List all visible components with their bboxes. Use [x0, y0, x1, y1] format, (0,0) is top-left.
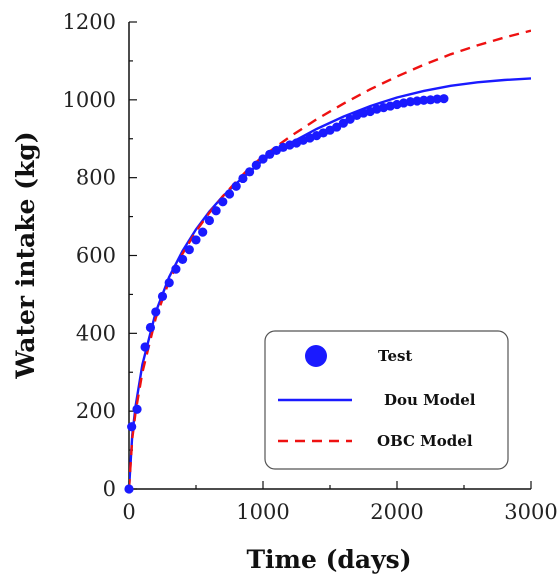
test-data-point [224, 189, 235, 199]
legend-label-obc: OBC Model [377, 432, 473, 450]
test-data-point [164, 278, 174, 288]
test-data-point [184, 245, 194, 255]
test-data-point [231, 181, 241, 191]
markers-layer [124, 94, 449, 494]
test-data-point [439, 94, 449, 104]
test-data-point [132, 404, 142, 414]
test-data-point [151, 307, 161, 317]
test-data-point [145, 322, 156, 333]
test-data-point [191, 235, 201, 245]
y-tick-label: 800 [76, 166, 116, 190]
test-data-point [332, 122, 342, 132]
test-data-point [124, 484, 134, 494]
obc-model-line [129, 29, 531, 489]
test-data-point [338, 118, 348, 128]
test-data-point [127, 422, 137, 432]
axes [128, 21, 532, 490]
test-data-point [432, 94, 442, 104]
test-data-point [419, 95, 429, 105]
test-data-point [251, 160, 261, 170]
test-data-point [198, 227, 208, 237]
legend-label-test: Test [378, 347, 412, 365]
test-data-point [425, 95, 436, 105]
test-data-point [258, 154, 268, 164]
legend-box [264, 330, 509, 470]
test-data-point [405, 97, 415, 107]
legend: Test Dou Model OBC Model [264, 330, 509, 470]
test-data-point [140, 342, 150, 352]
test-data-point [265, 149, 275, 159]
y-tick-label: 1200 [63, 10, 116, 34]
y-tick-label: 200 [76, 399, 116, 423]
test-data-point [412, 96, 422, 106]
y-tick-label: 600 [76, 244, 116, 268]
test-data-point [345, 114, 355, 124]
test-data-point [218, 197, 228, 207]
test-data-point [245, 167, 255, 177]
tick-labels: 0 200 400 600 800 1000 1200 0 1000 2000 3000 [63, 10, 558, 524]
test-data-point [238, 173, 248, 184]
y-tick-label: 400 [76, 321, 116, 345]
legend-marker-test [305, 345, 327, 367]
test-data-point [171, 264, 181, 274]
x-tick-label: 3000 [504, 500, 557, 524]
test-data-point [178, 254, 188, 264]
x-tick-label: 1000 [236, 500, 289, 524]
test-data-point [204, 215, 214, 226]
x-tick-label: 2000 [370, 500, 423, 524]
y-tick-label: 0 [103, 477, 116, 501]
legend-label-dou: Dou Model [384, 391, 476, 409]
x-tick-label: 0 [122, 500, 135, 524]
test-data-point [157, 291, 168, 301]
y-tick-label: 1000 [63, 88, 116, 112]
test-data-point [211, 206, 221, 216]
y-axis-title: Water intake (kg) [11, 131, 40, 379]
x-axis-title: Time (days) [246, 545, 411, 574]
